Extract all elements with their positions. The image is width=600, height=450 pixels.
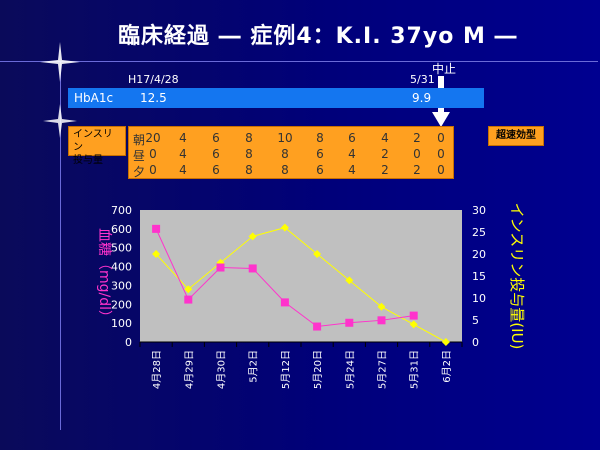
start-date: H17/4/28 [128,73,179,86]
y-left-tick-label: 0 [125,336,132,349]
y-right-tick-label: 25 [472,226,486,239]
y-left-axis-title: 血糖（mg/dl） [96,228,112,324]
glucose-point [248,264,257,273]
insulin-point [280,223,289,232]
insulin-point [441,338,450,346]
insulin-point [409,320,418,329]
glucose-point [280,298,289,307]
glucose-point [184,295,193,304]
stop-label: 中止 [432,62,457,76]
glucose-point [216,263,225,272]
x-tick-label: 5月12日 [280,350,292,389]
x-tick-label: 4月28日 [151,350,163,389]
glucose-point [377,316,386,325]
insulin-type-badge: 超速効型 [488,126,544,146]
y-left-tick-label: 500 [111,242,132,255]
x-tick-label: 5月24日 [344,350,356,389]
y-right-tick-label: 30 [472,204,486,217]
insulin-point [345,276,354,285]
title-divider [0,61,598,62]
insulin-point [313,250,322,258]
table-row: 夕 0 4 6 8 8 6 4 2 2 0 [133,163,445,179]
y-left-tick-label: 100 [111,317,132,330]
y-left-tick-label: 200 [111,298,132,311]
glucose-point [345,318,354,327]
y-right-tick-label: 10 [472,292,486,305]
y-right-tick-label: 5 [472,314,479,327]
y-left-tick-label: 300 [111,279,132,292]
x-tick-label: 5月27日 [377,350,389,389]
hba1c-end-value: 9.9 [412,91,432,105]
x-tick-label: 4月30日 [216,350,228,389]
glucose-point [152,224,161,233]
insulin-series-line [155,227,447,343]
x-tick-label: 4月29日 [183,350,195,389]
x-tick-label: 6月2日 [441,350,453,383]
left-divider [60,62,61,430]
insulin-dose-label: インスリン 投与量 [68,126,126,166]
insulin-dose-table: 朝 20 4 6 8 10 8 6 4 2 0 昼 0 4 6 8 8 6 4 … [128,126,454,179]
y-left-tick-label: 400 [111,261,132,274]
y-right-tick-label: 0 [472,336,479,349]
glucose-point [409,311,418,320]
y-right-axis-title: インスリン投与量(IU) [508,203,526,350]
hba1c-label: HbA1c [74,91,114,105]
table-row: 昼 0 4 6 8 8 6 4 2 0 0 [133,147,445,163]
y-left-tick-label: 600 [111,223,132,236]
y-right-tick-label: 15 [472,270,486,283]
insulin-point [377,302,386,311]
x-tick-label: 5月20日 [312,350,324,389]
table-row: 朝 20 4 6 8 10 8 6 4 2 0 [133,131,445,147]
y-right-tick-label: 20 [472,248,486,261]
insulin-point [184,285,193,294]
plot-area [140,210,462,342]
slide-title: 臨床経過 ― 症例4：K.I. 37yo M ― [118,24,518,49]
x-tick-label: 5月31日 [409,350,421,389]
glucose-point [313,322,322,331]
end-date: 5/31 [410,73,435,86]
insulin-point [152,250,161,258]
hba1c-bar: HbA1c 12.5 9.9 [68,88,484,108]
x-tick-label: 5月2日 [248,350,260,383]
hba1c-start-value: 12.5 [140,91,167,105]
y-left-tick-label: 700 [111,204,132,217]
insulin-point [248,232,257,241]
